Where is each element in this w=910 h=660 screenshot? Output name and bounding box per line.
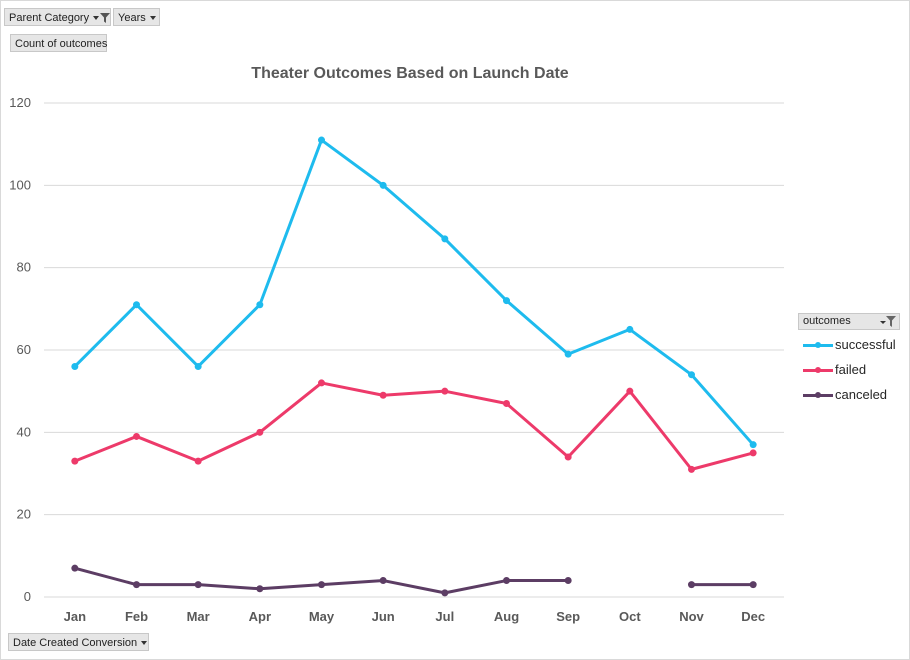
data-point-successful xyxy=(194,362,202,370)
y-tick-label: 0 xyxy=(24,589,31,604)
data-point-canceled xyxy=(71,564,79,572)
data-point-canceled xyxy=(503,577,510,585)
legend-item-canceled: canceled xyxy=(803,387,887,403)
data-point-canceled xyxy=(564,577,572,585)
legend-title: outcomes xyxy=(803,315,851,327)
x-tick-label: Dec xyxy=(741,609,765,624)
data-point-successful xyxy=(749,441,757,449)
x-tick-label: Nov xyxy=(679,609,704,624)
years-label: Years xyxy=(118,12,146,24)
years-filter-button[interactable]: Years xyxy=(113,8,160,26)
data-point-successful xyxy=(133,301,140,309)
y-tick-label: 80 xyxy=(17,260,31,275)
parent-category-label: Parent Category xyxy=(9,12,90,24)
data-point-successful xyxy=(256,301,264,309)
data-point-canceled xyxy=(749,581,757,589)
x-tick-label: Aug xyxy=(494,609,519,624)
x-tick-label: Feb xyxy=(125,609,148,624)
data-point-canceled xyxy=(194,581,202,589)
chevron-down-icon xyxy=(149,16,156,21)
data-point-successful xyxy=(379,181,387,189)
data-point-failed xyxy=(503,400,510,408)
x-tick-label: Jan xyxy=(64,609,86,624)
data-point-successful xyxy=(688,371,695,379)
data-point-canceled xyxy=(688,581,695,589)
data-point-successful xyxy=(626,325,634,333)
series-line-failed xyxy=(73,381,755,471)
data-point-successful xyxy=(318,136,325,144)
y-tick-label: 100 xyxy=(9,177,31,192)
data-point-canceled xyxy=(133,581,140,589)
data-point-successful xyxy=(564,350,572,358)
data-point-failed xyxy=(441,387,449,395)
data-point-canceled xyxy=(318,581,325,589)
y-tick-label: 40 xyxy=(17,424,31,439)
legend-swatch-successful xyxy=(803,337,833,353)
axis-field-button[interactable]: Date Created Conversion xyxy=(8,633,149,651)
y-tick-label: 60 xyxy=(17,342,31,357)
y-tick-label: 120 xyxy=(9,95,31,110)
x-tick-label: Jun xyxy=(372,609,395,624)
series-line-successful xyxy=(73,138,755,447)
values-field-button[interactable]: Count of outcomes xyxy=(10,34,107,52)
axis-field-label: Date Created Conversion xyxy=(13,637,138,649)
legend-label-successful: successful xyxy=(835,337,896,352)
data-point-failed xyxy=(318,379,325,387)
chart-title: Theater Outcomes Based on Launch Date xyxy=(251,65,569,82)
data-point-failed xyxy=(256,428,264,436)
x-tick-label: Apr xyxy=(249,609,271,624)
x-tick-label: May xyxy=(309,609,335,624)
data-point-failed xyxy=(71,457,79,465)
data-point-canceled xyxy=(441,589,449,597)
data-point-failed xyxy=(749,449,757,457)
data-point-failed xyxy=(194,457,202,465)
x-tick-label: Sep xyxy=(556,609,580,624)
data-point-successful xyxy=(71,362,79,370)
series-line-canceled xyxy=(73,566,570,595)
data-point-successful xyxy=(503,297,510,305)
legend-label-failed: failed xyxy=(835,362,867,377)
chevron-down-icon xyxy=(141,641,148,646)
data-point-successful xyxy=(441,235,449,243)
legend-label-canceled: canceled xyxy=(835,387,888,402)
legend-filter-button[interactable]: outcomes xyxy=(798,313,900,330)
x-tick-label: Oct xyxy=(619,609,641,624)
data-point-failed xyxy=(626,387,634,395)
x-tick-label: Mar xyxy=(187,609,210,624)
data-point-failed xyxy=(379,391,387,399)
values-field-label: Count of outcomes xyxy=(15,38,108,50)
legend-item-successful: successful xyxy=(803,337,896,353)
legend-swatch-failed xyxy=(803,362,833,378)
legend-swatch-canceled xyxy=(803,387,833,403)
parent-category-filter-button[interactable]: Parent Category xyxy=(4,8,111,26)
y-tick-label: 20 xyxy=(17,507,31,522)
chevron-down-icon xyxy=(93,16,100,21)
data-point-failed xyxy=(133,432,140,440)
data-point-canceled xyxy=(256,585,264,593)
x-tick-label: Jul xyxy=(435,609,454,624)
legend-item-failed: failed xyxy=(803,362,866,378)
filter-icon xyxy=(100,13,111,24)
data-point-failed xyxy=(688,465,695,473)
data-point-failed xyxy=(564,453,572,461)
filter-icon xyxy=(880,316,896,327)
data-point-canceled xyxy=(379,577,387,585)
